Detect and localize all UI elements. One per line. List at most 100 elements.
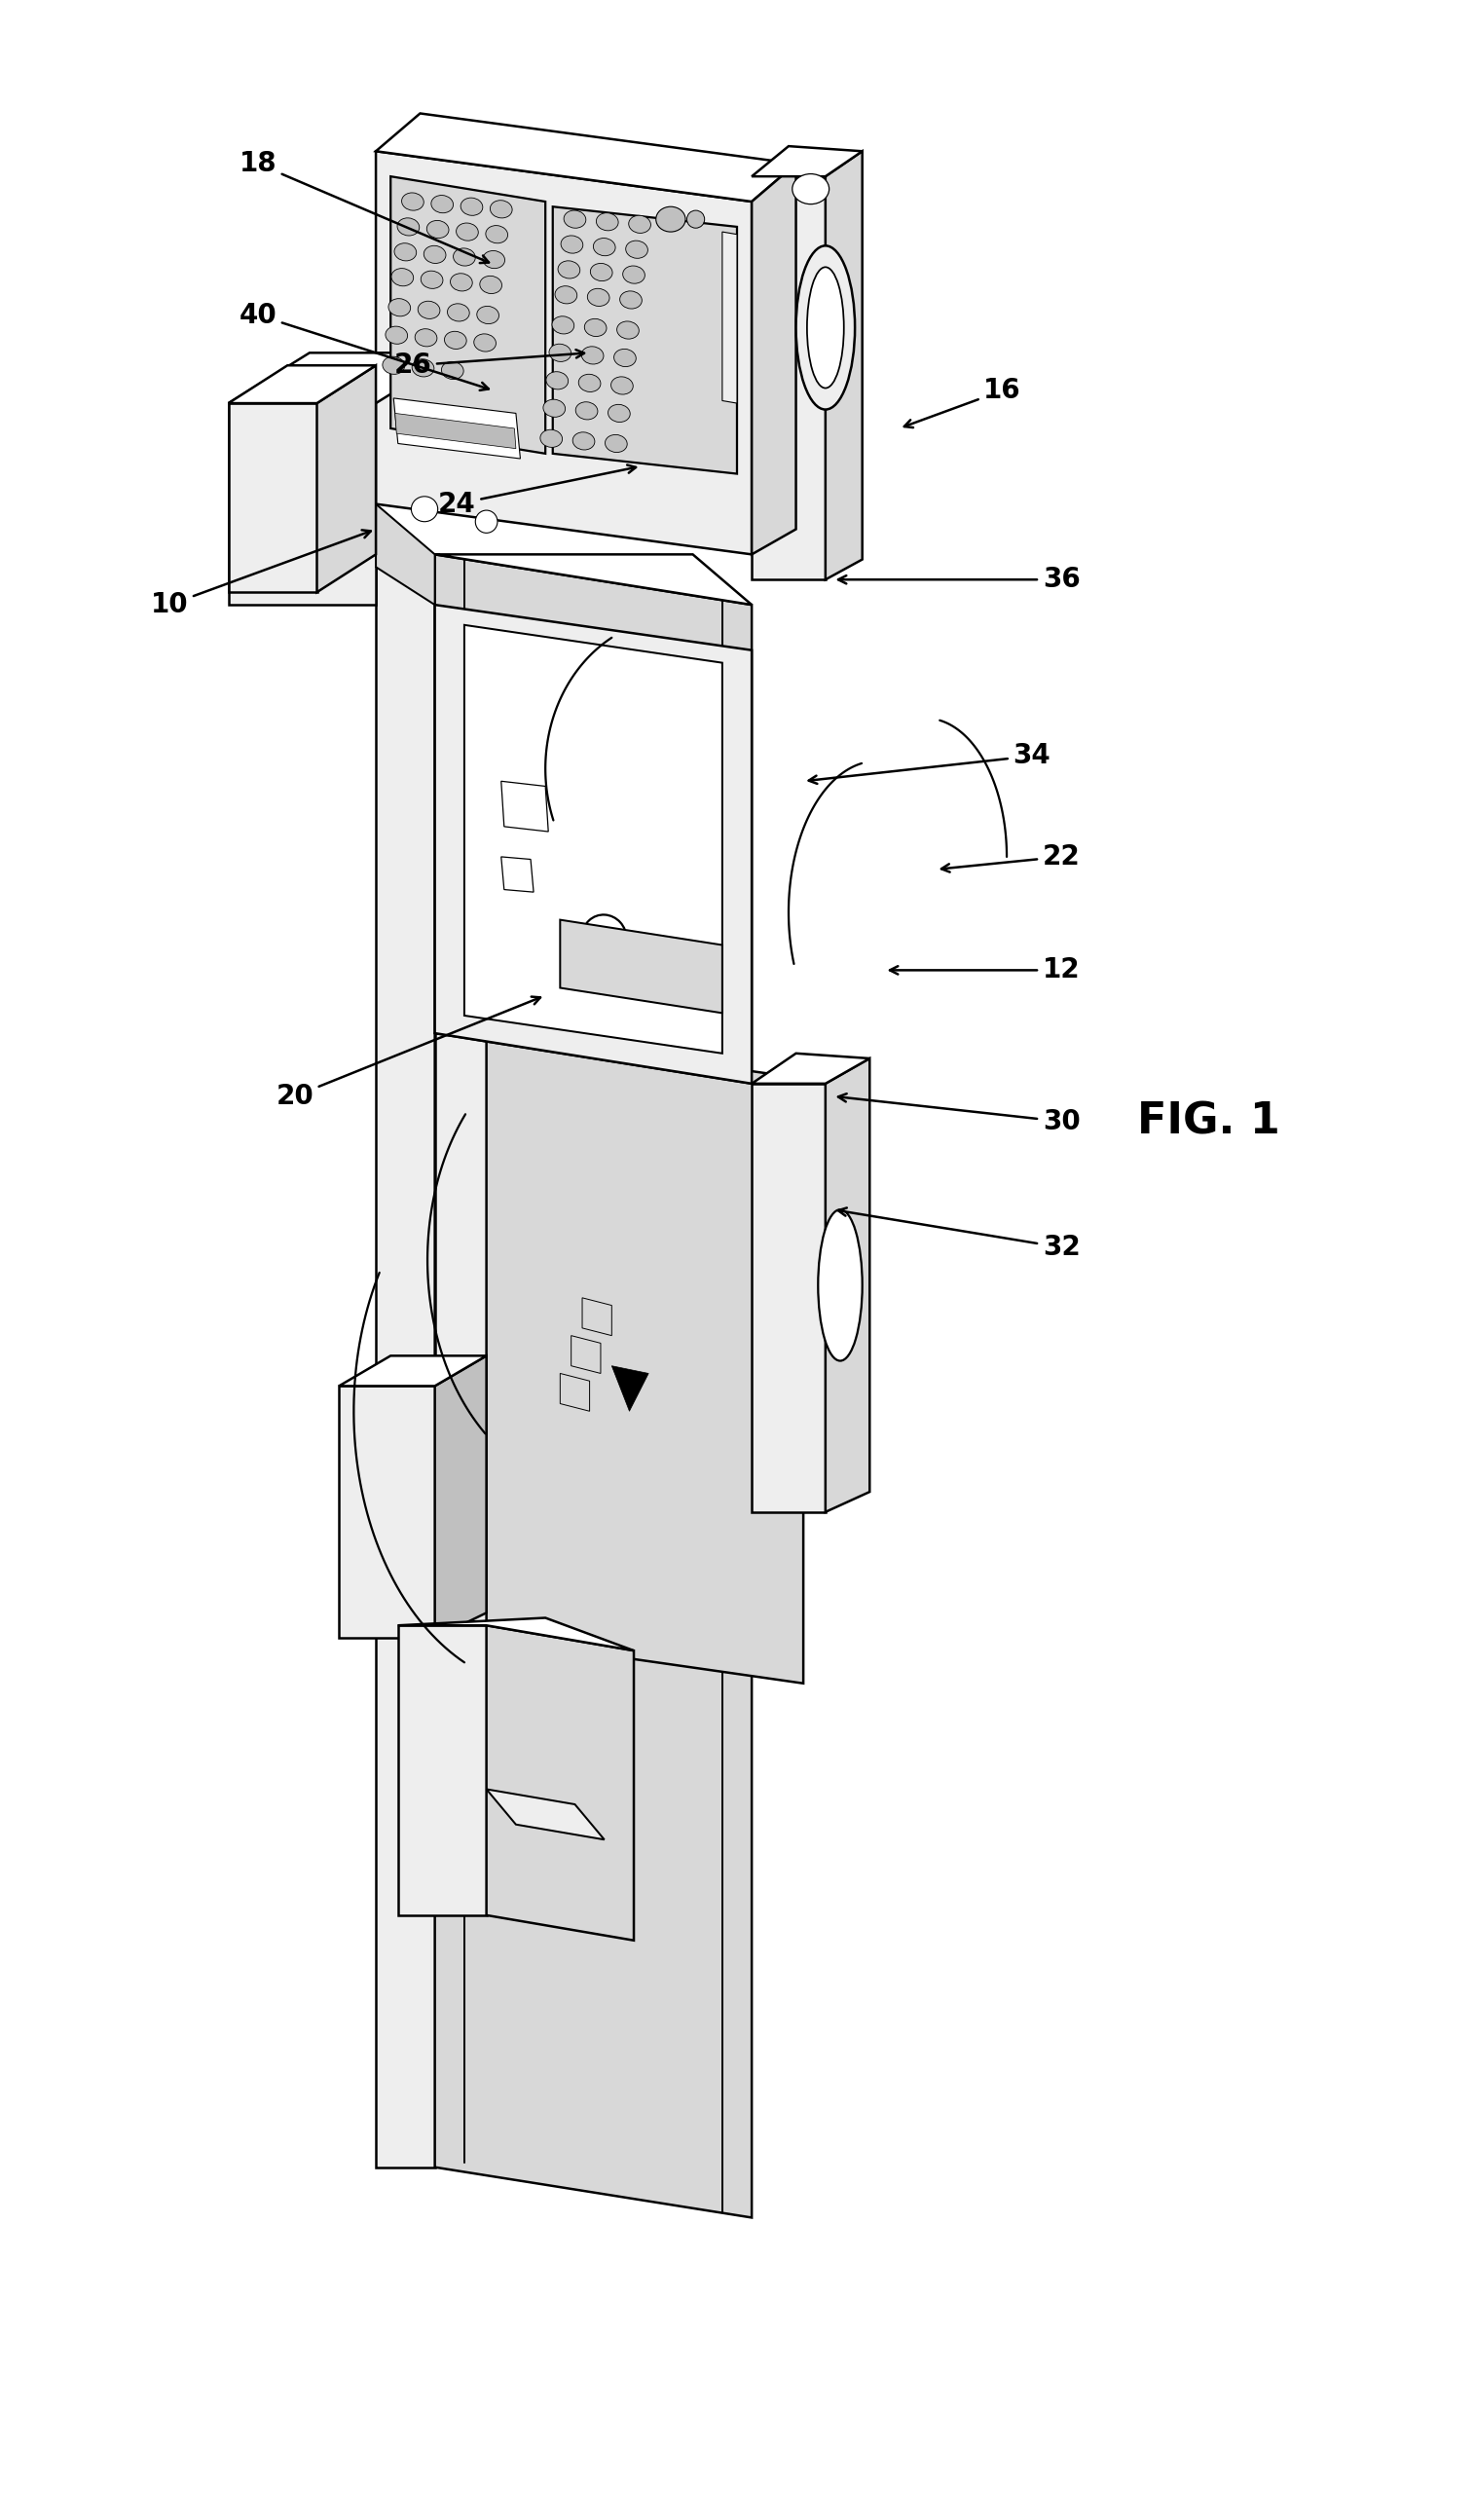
Text: 12: 12 bbox=[890, 958, 1080, 983]
Polygon shape bbox=[560, 920, 722, 1013]
Polygon shape bbox=[752, 164, 796, 554]
Text: FIG. 1: FIG. 1 bbox=[1136, 1101, 1281, 1142]
Polygon shape bbox=[395, 413, 516, 449]
Ellipse shape bbox=[606, 433, 626, 454]
Polygon shape bbox=[752, 1053, 870, 1084]
Text: 40: 40 bbox=[239, 302, 488, 391]
Ellipse shape bbox=[550, 343, 570, 363]
Ellipse shape bbox=[395, 242, 416, 262]
Ellipse shape bbox=[491, 199, 511, 219]
Ellipse shape bbox=[579, 373, 600, 393]
Ellipse shape bbox=[629, 214, 650, 234]
Ellipse shape bbox=[457, 222, 478, 242]
Text: 24: 24 bbox=[438, 466, 635, 517]
Polygon shape bbox=[317, 365, 376, 592]
Polygon shape bbox=[825, 151, 862, 580]
Polygon shape bbox=[339, 1386, 435, 1638]
Text: 10: 10 bbox=[150, 529, 371, 617]
Ellipse shape bbox=[556, 285, 576, 305]
Ellipse shape bbox=[621, 290, 641, 310]
Polygon shape bbox=[582, 1298, 612, 1336]
Ellipse shape bbox=[597, 212, 618, 232]
Ellipse shape bbox=[582, 915, 626, 960]
Polygon shape bbox=[752, 176, 825, 580]
Ellipse shape bbox=[573, 431, 594, 451]
Ellipse shape bbox=[808, 267, 843, 388]
Polygon shape bbox=[376, 504, 435, 605]
Ellipse shape bbox=[624, 265, 644, 285]
Ellipse shape bbox=[541, 428, 562, 449]
Ellipse shape bbox=[609, 403, 629, 423]
Ellipse shape bbox=[818, 1210, 862, 1361]
Polygon shape bbox=[752, 146, 862, 176]
Text: 20: 20 bbox=[276, 998, 541, 1109]
Ellipse shape bbox=[585, 318, 606, 338]
Ellipse shape bbox=[565, 209, 585, 229]
Polygon shape bbox=[228, 353, 457, 403]
Polygon shape bbox=[435, 1033, 486, 1638]
Polygon shape bbox=[553, 207, 737, 474]
Polygon shape bbox=[228, 365, 376, 403]
Ellipse shape bbox=[656, 207, 685, 232]
Ellipse shape bbox=[448, 302, 469, 323]
Polygon shape bbox=[376, 554, 435, 2167]
Ellipse shape bbox=[475, 509, 497, 532]
Text: 18: 18 bbox=[239, 151, 489, 262]
Polygon shape bbox=[486, 1625, 634, 1940]
Polygon shape bbox=[486, 1033, 803, 1683]
Ellipse shape bbox=[392, 267, 413, 287]
Ellipse shape bbox=[461, 197, 482, 217]
Polygon shape bbox=[752, 1084, 825, 1512]
Ellipse shape bbox=[626, 239, 647, 260]
Ellipse shape bbox=[389, 297, 410, 318]
Text: 22: 22 bbox=[942, 844, 1080, 872]
Polygon shape bbox=[722, 232, 737, 403]
Ellipse shape bbox=[398, 217, 419, 237]
Text: 30: 30 bbox=[839, 1094, 1080, 1134]
Ellipse shape bbox=[544, 398, 565, 418]
Polygon shape bbox=[501, 857, 534, 892]
Polygon shape bbox=[398, 1618, 634, 1651]
Polygon shape bbox=[376, 554, 752, 605]
Ellipse shape bbox=[591, 262, 612, 282]
Ellipse shape bbox=[413, 358, 433, 378]
Ellipse shape bbox=[383, 355, 404, 375]
Ellipse shape bbox=[442, 360, 463, 381]
Ellipse shape bbox=[618, 320, 638, 340]
Ellipse shape bbox=[793, 174, 828, 204]
Ellipse shape bbox=[486, 224, 507, 244]
Polygon shape bbox=[435, 605, 752, 1084]
Ellipse shape bbox=[553, 315, 573, 335]
Ellipse shape bbox=[422, 270, 442, 290]
Ellipse shape bbox=[615, 348, 635, 368]
Ellipse shape bbox=[481, 275, 501, 295]
Ellipse shape bbox=[612, 375, 632, 396]
Ellipse shape bbox=[451, 272, 472, 292]
Polygon shape bbox=[398, 1625, 486, 1915]
Ellipse shape bbox=[416, 328, 436, 348]
Ellipse shape bbox=[576, 401, 597, 421]
Polygon shape bbox=[435, 554, 752, 2218]
Ellipse shape bbox=[562, 234, 582, 255]
Ellipse shape bbox=[475, 333, 495, 353]
Polygon shape bbox=[228, 403, 376, 605]
Ellipse shape bbox=[588, 287, 609, 307]
Ellipse shape bbox=[582, 345, 603, 365]
Polygon shape bbox=[435, 1356, 486, 1638]
Polygon shape bbox=[612, 1366, 649, 1411]
Text: 26: 26 bbox=[394, 350, 584, 378]
Ellipse shape bbox=[386, 325, 407, 345]
Polygon shape bbox=[339, 1356, 486, 1386]
Polygon shape bbox=[560, 1373, 590, 1411]
Ellipse shape bbox=[559, 260, 579, 280]
Polygon shape bbox=[464, 625, 722, 1053]
Ellipse shape bbox=[402, 192, 423, 212]
Polygon shape bbox=[228, 403, 317, 592]
Polygon shape bbox=[486, 1789, 604, 1840]
Text: 34: 34 bbox=[809, 743, 1051, 784]
Ellipse shape bbox=[687, 212, 705, 229]
Polygon shape bbox=[501, 781, 548, 832]
Ellipse shape bbox=[547, 370, 567, 391]
Text: 16: 16 bbox=[904, 378, 1021, 428]
Ellipse shape bbox=[411, 496, 438, 522]
